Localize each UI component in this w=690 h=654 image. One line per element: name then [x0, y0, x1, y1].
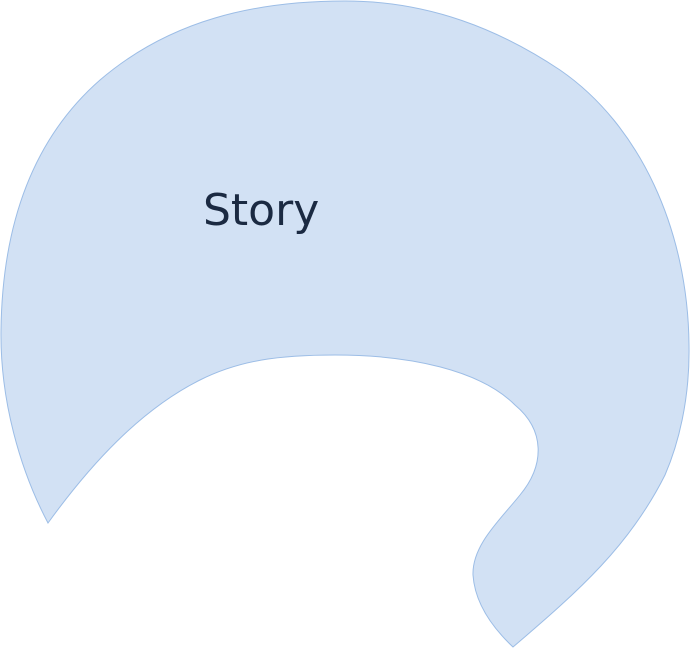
story-label: Story	[203, 185, 320, 236]
